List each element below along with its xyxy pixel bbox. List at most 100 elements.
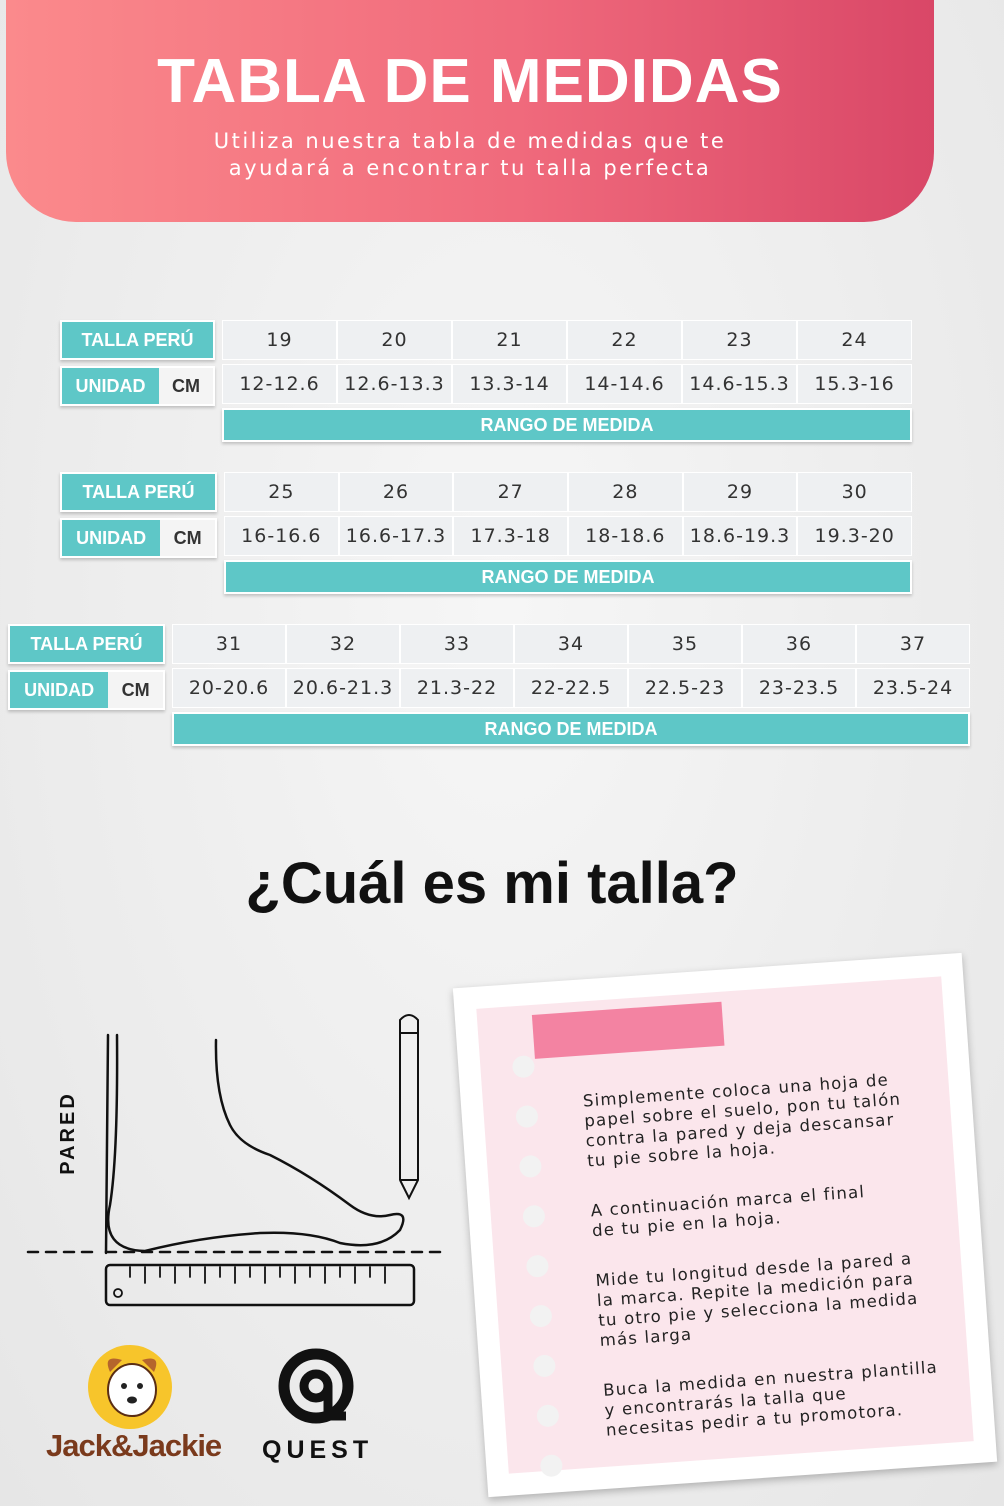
size-row: 19 20 21 22 23 24: [222, 320, 912, 360]
size-table: TALLA PERÚ UNIDAD CM 25 26 27 28 29 30 16-16.6 16.…: [60, 472, 913, 594]
unit-label: UNIDAD: [10, 672, 109, 708]
hole: [525, 1254, 550, 1278]
subtitle-line: Utiliza nuestra tabla de medidas que te: [213, 129, 727, 153]
range-cell: 22.5-23: [628, 668, 742, 708]
unit-label: UNIDAD: [62, 520, 161, 556]
brand2: QUEST: [262, 1436, 374, 1464]
range-cell: 15.3-16: [797, 364, 912, 404]
unit-label-box: UNIDAD CM: [60, 518, 217, 558]
size-cell: 32: [286, 624, 400, 664]
size-row: 31 32 33 34 35 36 37: [172, 624, 970, 664]
subtitle: Utiliza nuestra tabla de medidas que te …: [6, 128, 934, 182]
unit: CM: [108, 672, 163, 708]
table-cells: 19 20 21 22 23 24 12-12.6 12.6-13.3 13.3-14 14-14…: [222, 320, 912, 442]
row-labels: TALLA PERÚ UNIDAD CM: [8, 624, 165, 746]
foot: [107, 1033, 405, 1253]
size-table: TALLA PERÚ UNIDAD CM 31 32 33 34 35 36 37 20-20.6 2…: [8, 624, 970, 746]
size-label-box: TALLA PERÚ: [8, 624, 165, 664]
foot-diagram: PARED: [26, 1014, 447, 1307]
note-paragraph: A continuación marca el final de tu pie e…: [590, 1174, 982, 1241]
hole: [529, 1304, 553, 1328]
range-cell: 17.3-18: [453, 516, 569, 556]
ruler: [104, 1263, 416, 1307]
hole: [518, 1154, 543, 1179]
note-paragraph: Simplemente coloca una hoja de papel sobr…: [582, 1064, 977, 1171]
range-cell: 18.6-19.3: [682, 516, 798, 556]
size-cell: 21: [452, 320, 567, 360]
size-label-box: TALLA PERÚ: [60, 320, 215, 360]
wall: [104, 1033, 110, 1255]
unit-label-box: UNIDAD CM: [60, 366, 215, 406]
range-cell: 20.6-21.3: [286, 668, 400, 708]
range-cell: 23-23.5: [742, 668, 856, 708]
subtitle-line: ayudará a encontrar tu talla perfecta: [228, 156, 712, 180]
size-cell: 19: [222, 320, 337, 360]
range-row: 20-20.6 20.6-21.3 21.3-22 22-22.5 22.5-23 23-…: [172, 668, 970, 708]
brand1-icon: [88, 1345, 172, 1429]
title: TABLA DE MEDIDAS: [157, 47, 783, 116]
range-cell: 12.6-13.3: [337, 364, 452, 404]
size-cell: 25: [224, 472, 339, 512]
range-cell: 16.6-17.3: [338, 516, 454, 556]
note-paragraph: Mide tu longitud desde la pared a la marc…: [595, 1244, 990, 1351]
range-footer: RANGO DE MEDIDA: [172, 712, 970, 746]
table-cells: 25 26 27 28 29 30 16-16.6 16.6-17.3 17.3-18 18-18…: [224, 472, 913, 594]
size-label-box: TALLA PERÚ: [60, 472, 217, 512]
unit: CM: [160, 520, 215, 556]
size-cell: 35: [628, 624, 742, 664]
range-cell: 21.3-22: [400, 668, 514, 708]
unit-label-box: UNIDAD CM: [8, 670, 165, 710]
range-cell: 13.3-14: [452, 364, 567, 404]
hole: [536, 1404, 560, 1428]
row-labels: TALLA PERÚ UNIDAD CM: [60, 472, 217, 594]
size-table: TALLA PERÚ UNIDAD CM 19 20 21 22 23 24 12-12.6 12.…: [60, 320, 912, 442]
size-cell: 23: [682, 320, 797, 360]
header: TABLA DE MEDIDAS Utiliza nuestra tabla d…: [6, 0, 934, 222]
range-cell: 18-18.6: [568, 516, 683, 556]
size-cell: 31: [172, 624, 286, 664]
size-cell: 34: [514, 624, 628, 664]
row-labels: TALLA PERÚ UNIDAD CM: [60, 320, 215, 442]
unit: CM: [159, 368, 213, 404]
size-cell: 22: [567, 320, 682, 360]
hole: [539, 1453, 564, 1478]
size-cell: 36: [742, 624, 856, 664]
size-label: TALLA PERÚ: [82, 481, 195, 502]
pencil: [399, 1014, 419, 1201]
range-footer: RANGO DE MEDIDA: [224, 560, 912, 594]
hole: [515, 1104, 539, 1129]
range-cell: 22-22.5: [514, 668, 628, 708]
hole: [511, 1054, 536, 1079]
size-row: 25 26 27 28 29 30: [224, 472, 913, 512]
dog-face: [107, 1363, 157, 1417]
range-row: 16-16.6 16.6-17.3 17.3-18 18-18.6 18.6-19.3 1…: [224, 516, 913, 556]
range-row: 12-12.6 12.6-13.3 13.3-14 14-14.6 14.6-15.3 1…: [222, 364, 912, 404]
note-card: Simplemente coloca una hoja de papel sobr…: [452, 952, 998, 1498]
size-cell: 26: [338, 472, 454, 512]
question: ¿Cuál es mi talla?: [245, 851, 739, 916]
dog-ears: [107, 1358, 157, 1372]
range-cell: 14-14.6: [567, 364, 682, 404]
note-paragraph: Buca la medida en nuestra plantilla y enc…: [603, 1354, 996, 1441]
table-cells: 31 32 33 34 35 36 37 20-20.6 20.6-21.3 21.3-22 22-…: [172, 624, 970, 746]
range-cell: 23.5-24: [856, 668, 970, 708]
range-cell: 12-12.6: [222, 364, 337, 404]
size-cell: 37: [856, 624, 970, 664]
size-cell: 29: [682, 472, 798, 512]
size-cell: 33: [400, 624, 514, 664]
range-cell: 16-16.6: [224, 516, 339, 556]
size-cell: 24: [797, 320, 912, 360]
range-cell: 19.3-20: [797, 516, 913, 556]
size-cell: 30: [797, 472, 913, 512]
range-cell: 14.6-15.3: [682, 364, 797, 404]
brand1: Jack&Jackie: [46, 1428, 222, 1463]
tape: [531, 1001, 725, 1059]
size-cell: 28: [568, 472, 683, 512]
size-label: TALLA PERÚ: [81, 329, 194, 350]
wall-label: PARED: [57, 1091, 79, 1175]
size-cell: 20: [337, 320, 452, 360]
note-paper: Simplemente coloca una hoja de papel sobr…: [476, 976, 974, 1478]
unit-label: UNIDAD: [62, 368, 160, 404]
hole: [532, 1354, 557, 1378]
